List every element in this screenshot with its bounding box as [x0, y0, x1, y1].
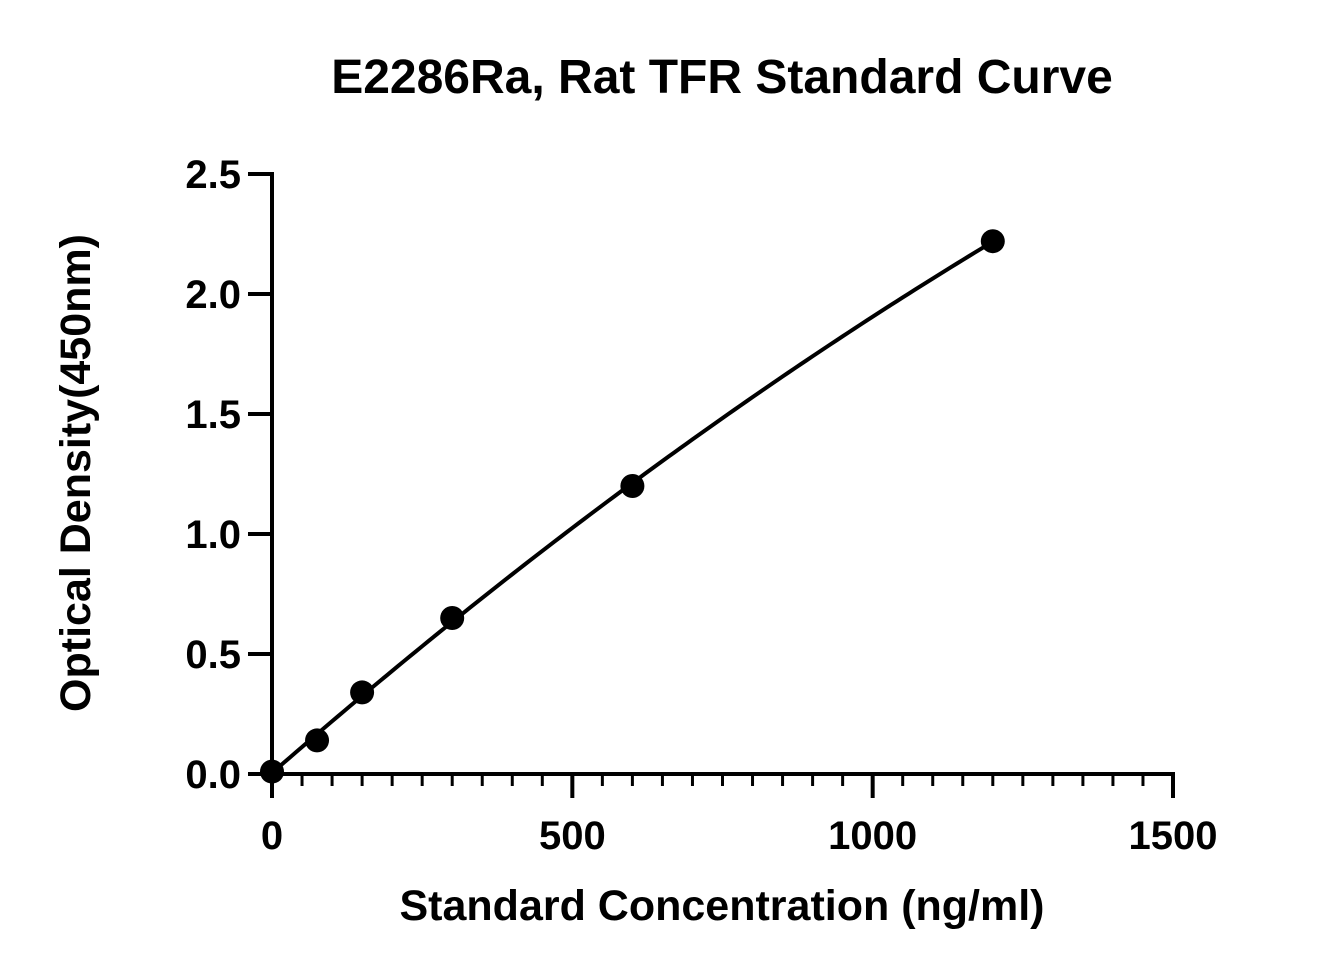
data-point	[620, 474, 645, 498]
x-tick-label: 1000	[828, 814, 917, 858]
y-tick-label: 1.5	[185, 393, 241, 437]
data-point	[440, 606, 465, 630]
y-tick-label: 2.5	[185, 153, 241, 197]
data-point	[260, 759, 284, 784]
data-point	[980, 229, 1005, 254]
x-tick-label: 1500	[1129, 814, 1218, 858]
y-tick-label: 0.5	[185, 633, 241, 677]
y-tick-label: 0.0	[185, 753, 241, 797]
axes-layer: 0.0 0.5 1.0 1.5 2.0 2.5 0 500 1000 1500	[185, 153, 1217, 858]
data-point	[305, 728, 330, 753]
chart-title: E2286Ra, Rat TFR Standard Curve	[331, 51, 1113, 104]
fit-curve-line	[270, 239, 994, 775]
data-points-layer	[260, 229, 1005, 784]
x-tick-label: 0	[261, 814, 283, 858]
y-axis-label: Optical Density(450nm)	[52, 234, 100, 712]
y-tick-label: 1.0	[185, 513, 241, 557]
fit-curve-layer	[270, 239, 994, 775]
x-tick-label: 500	[539, 814, 606, 858]
y-tick-label: 2.0	[185, 273, 241, 317]
data-point	[350, 680, 375, 705]
x-axis-label: Standard Concentration (ng/ml)	[400, 882, 1045, 930]
